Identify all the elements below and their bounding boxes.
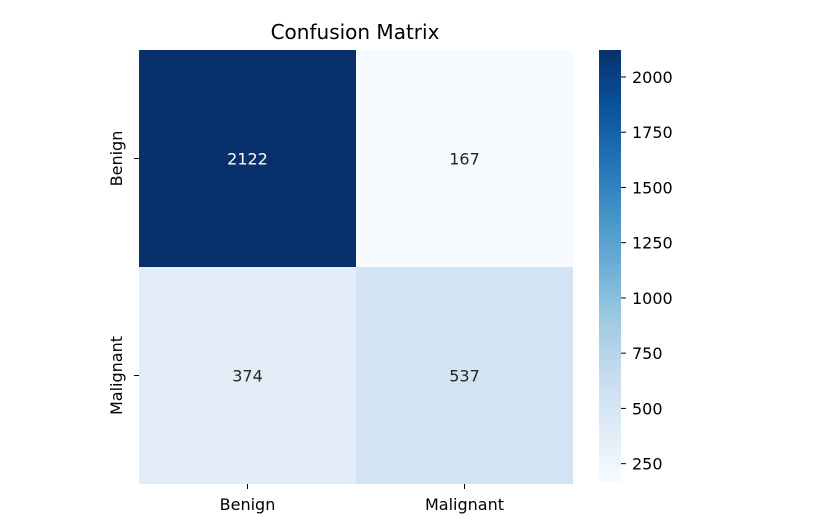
colorbar-tick-label: 1750 xyxy=(632,123,673,142)
heatmap-cell xyxy=(356,50,573,267)
heatmap-cell-labels: 2122 167 374 537 xyxy=(227,150,480,386)
colorbar-tick-label: 1000 xyxy=(632,289,673,308)
heatmap-cell xyxy=(356,267,573,484)
heatmap-cells xyxy=(139,50,573,484)
y-axis: Benign Malignant xyxy=(107,131,139,415)
heatmap-cell xyxy=(139,267,356,484)
colorbar-tick-label: 1250 xyxy=(632,234,673,253)
y-tick-label: Malignant xyxy=(107,336,126,415)
x-axis: Benign Malignant xyxy=(220,484,504,514)
heatmap-cell-value: 167 xyxy=(449,150,480,169)
heatmap-cell-value: 374 xyxy=(232,367,263,386)
x-tick-label: Malignant xyxy=(425,495,504,514)
heatmap-cell xyxy=(139,50,356,267)
colorbar: 2000 1750 1500 1250 1000 750 500 250 xyxy=(599,50,673,482)
y-tick-label: Benign xyxy=(107,131,126,187)
colorbar-tick-label: 500 xyxy=(632,399,663,418)
colorbar-gradient xyxy=(599,50,621,482)
colorbar-tick-label: 1500 xyxy=(632,178,673,197)
heatmap-cell-value: 2122 xyxy=(227,150,268,169)
colorbar-tick-label: 250 xyxy=(632,455,663,474)
heatmap-cell-value: 537 xyxy=(449,367,480,386)
chart-title: Confusion Matrix xyxy=(271,20,440,44)
colorbar-tick-label: 2000 xyxy=(632,68,673,87)
x-tick-label: Benign xyxy=(220,495,276,514)
colorbar-tick-label: 750 xyxy=(632,344,663,363)
